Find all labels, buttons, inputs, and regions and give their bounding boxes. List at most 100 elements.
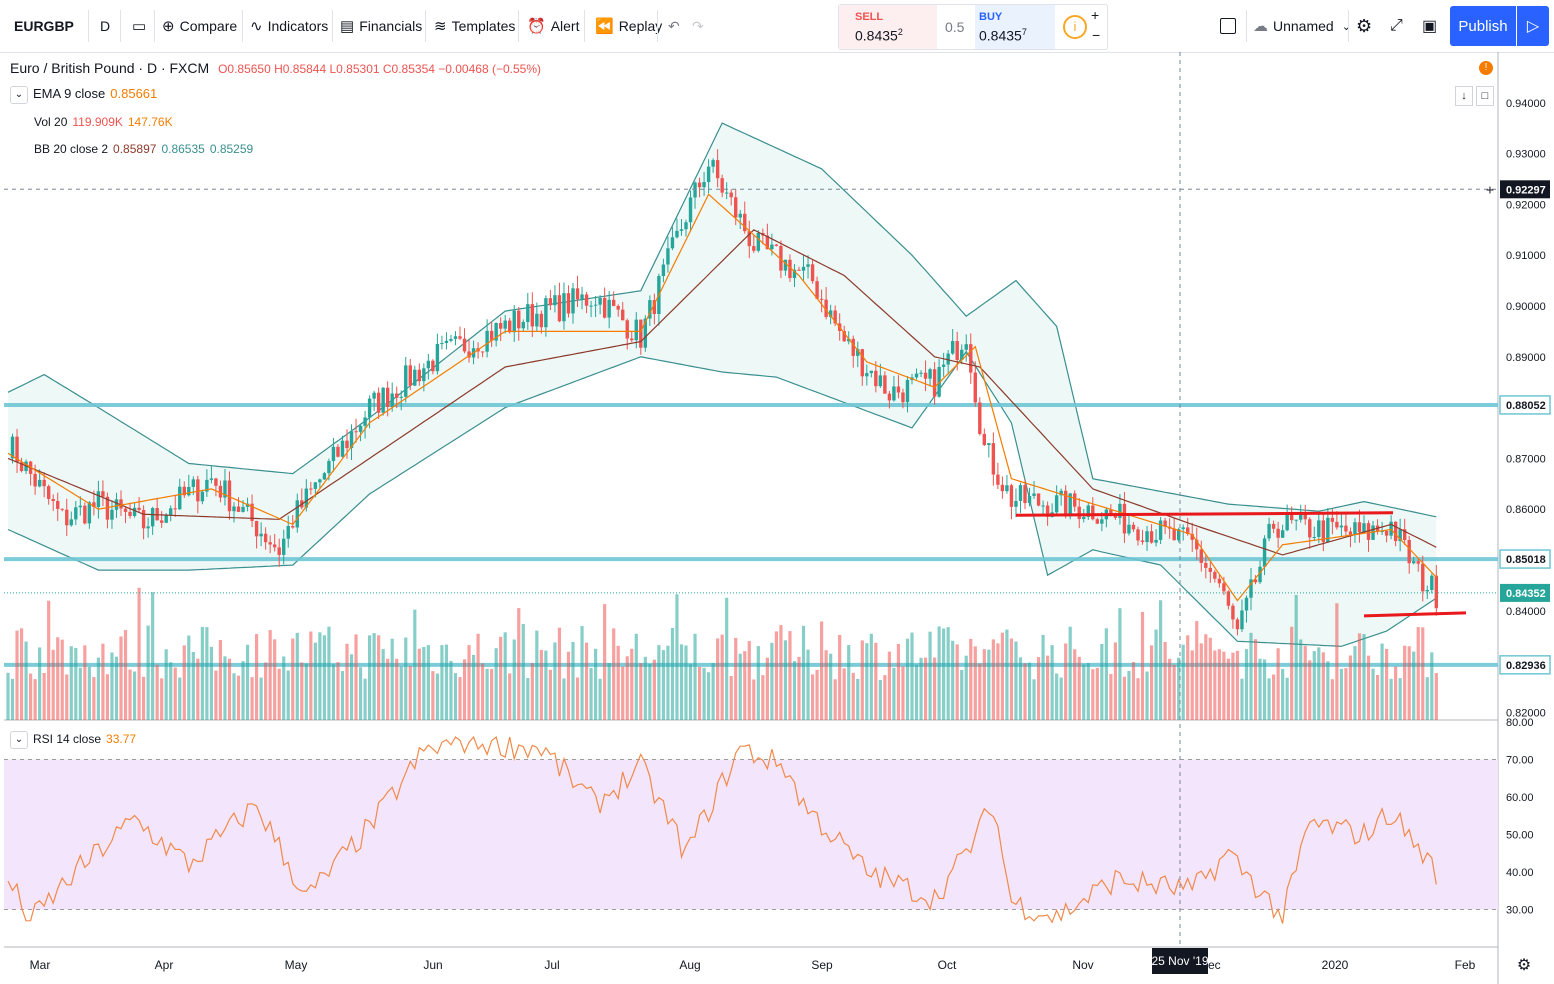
candle-body (1253, 579, 1258, 583)
volume-bar (878, 679, 882, 720)
candle-body (982, 433, 987, 446)
candle-body (345, 440, 349, 449)
volume-bar (512, 639, 516, 720)
settings-button[interactable]: ⚙ (1356, 0, 1372, 52)
candle-body (322, 473, 327, 480)
chart-canvas[interactable]: 0.94000 0.93000 0.92000 0.91000 0.90000 0.890… (0, 52, 1554, 984)
volume-bar (697, 666, 702, 720)
fullscreen-button[interactable]: ⤢ (1390, 0, 1403, 52)
volume-bar (634, 633, 638, 720)
buy-button[interactable]: BUY 0.84357 (975, 5, 1055, 49)
candle-body (566, 293, 571, 314)
divider (88, 10, 89, 42)
volume-bar (661, 650, 665, 720)
snapshot-button[interactable]: ▣ (1422, 0, 1437, 52)
volume-bar (1235, 650, 1240, 720)
candle-body (96, 491, 101, 507)
volume-bar (1317, 647, 1321, 720)
candle-body (159, 520, 164, 523)
volume-bar (1285, 677, 1289, 720)
volume-bar (1416, 627, 1420, 720)
volume-bar (1407, 646, 1411, 720)
plus-icon[interactable]: + (1091, 7, 1100, 23)
compare-button[interactable]: ⊕ Compare (162, 0, 237, 52)
indicators-label: Indicators (267, 18, 329, 34)
redo-button[interactable]: ↷ (692, 0, 704, 52)
candle-body (19, 462, 24, 472)
volume-bar (119, 636, 123, 720)
volume-bar (291, 638, 295, 720)
time-tick-label: Aug (679, 958, 700, 972)
level-price-label: 0.88052 (1506, 400, 1546, 412)
candle-body (395, 393, 399, 398)
gear-icon: ⚙ (1356, 15, 1373, 36)
rsi-tick-label: 70.00 (1506, 755, 1534, 767)
sell-price: 0.84352 (855, 27, 903, 44)
restore-icon[interactable]: □ (1476, 86, 1494, 106)
bb-value-3: 0.85259 (209, 142, 254, 156)
volume-bar (747, 641, 751, 720)
volume-bar (1186, 635, 1190, 720)
candle-body (178, 486, 182, 510)
candle-body (336, 446, 340, 457)
sell-button[interactable]: SELL 0.84352 (839, 5, 937, 49)
alert-button[interactable]: ⏰ Alert (527, 0, 579, 52)
candle-body (110, 509, 114, 520)
volume-bar (336, 662, 340, 720)
volume-bar (652, 659, 656, 720)
minus-icon[interactable]: − (1092, 27, 1101, 43)
templates-button[interactable]: ≋ Templates (434, 0, 515, 52)
toggle-checkbox[interactable] (1220, 0, 1236, 52)
layout-menu-button[interactable]: ☁ Unnamed ⌄ (1253, 0, 1351, 52)
undo-button[interactable]: ↶ (668, 0, 680, 52)
candle-body (1095, 519, 1100, 524)
candle-body (765, 235, 770, 250)
candle-body (282, 538, 286, 555)
volume-bar (860, 640, 864, 720)
chart-type-button[interactable]: ▭ (132, 0, 151, 52)
volume-bar (354, 634, 358, 720)
candle-body (987, 443, 991, 446)
candle-body (1434, 575, 1439, 609)
volume-bar (1208, 637, 1212, 720)
candle-body (78, 505, 83, 508)
publish-button[interactable]: Publish (1450, 6, 1516, 46)
info-icon[interactable]: i (1063, 15, 1087, 39)
volume-bar (1131, 662, 1136, 720)
volume-bar (132, 671, 137, 720)
candle-body (277, 547, 281, 555)
volume-bar (734, 637, 738, 720)
time-tick-label: Jul (544, 958, 559, 972)
volume-bar (1213, 650, 1217, 720)
candle-body (146, 526, 150, 529)
volume-bar (960, 669, 964, 720)
replay-button[interactable]: ⏪ Replay (595, 0, 662, 52)
volume-bar (530, 663, 534, 720)
volume-bar (223, 656, 227, 720)
warning-icon[interactable]: ! (1479, 61, 1493, 75)
candle-body (828, 310, 833, 317)
candle-body (914, 373, 919, 378)
rsi-label: RSI 14 close (33, 732, 102, 747)
price-tick-label: 0.94000 (1506, 98, 1546, 110)
volume-bar (675, 594, 679, 720)
volume-bar (494, 648, 498, 720)
price-tick-label: 0.87000 (1506, 453, 1546, 465)
undo-icon: ↶ (668, 17, 680, 34)
collapse-rsi-button[interactable]: ⌄ (10, 731, 28, 749)
volume-bar (1249, 632, 1253, 720)
candle-body (422, 368, 426, 382)
publish-menu-button[interactable]: ▷ (1517, 6, 1549, 46)
collapse-legend-button[interactable]: ⌄ (10, 86, 28, 104)
volume-bar (29, 673, 33, 720)
volume-bar (322, 635, 326, 720)
candle-body (1154, 539, 1158, 543)
arrow-down-icon[interactable]: ↓ (1455, 86, 1473, 106)
symbol-search-button[interactable]: EURGBP (14, 18, 74, 34)
indicators-button[interactable]: ∿ Indicators (250, 0, 328, 52)
candle-body (616, 305, 620, 310)
interval-button[interactable]: D (100, 18, 111, 34)
financials-button[interactable]: ▤ Financials (340, 0, 422, 52)
candle-body (580, 294, 584, 300)
volume-bar (630, 648, 634, 720)
